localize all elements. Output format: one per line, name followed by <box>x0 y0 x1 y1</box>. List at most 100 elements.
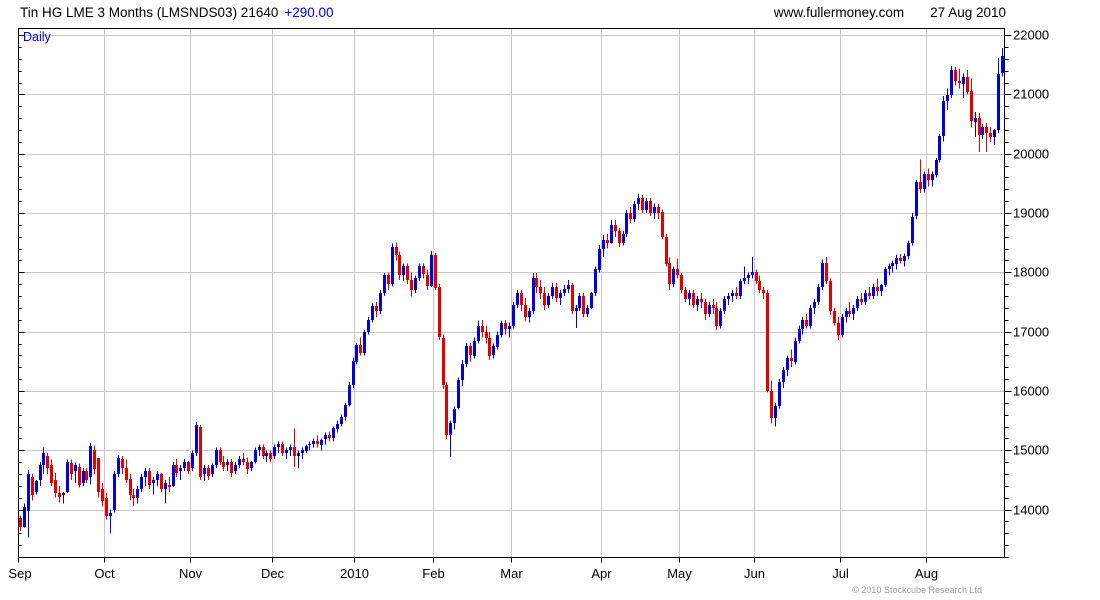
candle <box>715 302 718 330</box>
candle <box>250 460 253 471</box>
candle <box>547 293 550 308</box>
candle <box>657 204 660 219</box>
candle <box>598 245 601 273</box>
candle <box>578 293 581 311</box>
candle <box>289 444 292 457</box>
x-axis-ticks <box>18 557 927 563</box>
candlestick-layer <box>19 48 1004 538</box>
candle <box>199 424 202 480</box>
svg-text:17000: 17000 <box>1013 325 1049 340</box>
candle <box>485 325 488 344</box>
candle <box>332 426 335 442</box>
candle <box>672 266 675 288</box>
candle <box>422 263 425 279</box>
svg-text:15000: 15000 <box>1013 443 1049 458</box>
candle <box>242 453 245 466</box>
candle <box>85 468 88 483</box>
candle <box>226 459 229 471</box>
svg-text:Aug: Aug <box>915 566 938 581</box>
candle <box>328 431 331 442</box>
candle <box>884 267 887 288</box>
candle <box>880 284 883 297</box>
candle <box>809 305 812 329</box>
x-axis-labels: Sep Oct Nov Dec 2010 Feb Mar Apr May Jun Jul Aug <box>8 566 938 581</box>
candle <box>837 316 840 340</box>
candle <box>606 233 609 249</box>
candle <box>614 220 617 237</box>
candle <box>269 450 272 463</box>
candle <box>148 468 151 489</box>
candle <box>383 272 386 297</box>
candle <box>363 329 366 356</box>
candle <box>402 263 405 282</box>
candle <box>942 96 945 142</box>
candle <box>539 280 542 299</box>
candle <box>301 447 304 460</box>
candle <box>903 253 906 267</box>
candle <box>516 290 519 308</box>
candle <box>633 201 636 222</box>
candle <box>434 252 437 291</box>
svg-text:20000: 20000 <box>1013 147 1049 162</box>
candle <box>551 283 554 299</box>
candle <box>774 402 777 427</box>
svg-text:Mar: Mar <box>500 566 523 581</box>
candle <box>273 444 276 460</box>
candle <box>93 445 96 474</box>
candle <box>938 134 941 163</box>
candle <box>473 337 476 359</box>
candle <box>406 263 409 285</box>
candle <box>723 296 726 314</box>
candle <box>293 428 296 467</box>
candle <box>121 456 124 474</box>
candle <box>410 272 413 297</box>
candle <box>684 287 687 302</box>
candle <box>970 78 973 128</box>
candle <box>492 343 495 359</box>
candle <box>453 406 456 430</box>
candle <box>78 463 81 488</box>
y-axis-labels: 14000 15000 16000 17000 18000 19000 20000 21000… <box>1013 28 1049 518</box>
candle <box>704 299 707 320</box>
candle <box>935 157 938 178</box>
candle <box>359 337 362 356</box>
candle <box>136 485 139 504</box>
candle <box>426 269 429 291</box>
candle <box>727 293 730 305</box>
website-text: www.fullermoney.com <box>773 5 905 20</box>
candle <box>790 349 793 368</box>
candle <box>308 441 311 451</box>
candle <box>285 447 288 460</box>
candle <box>594 266 597 297</box>
header-right: www.fullermoney.com 27 Aug 2010 <box>774 5 1006 20</box>
candle <box>168 476 171 492</box>
candle <box>966 70 969 95</box>
candle <box>481 319 484 338</box>
candle <box>535 272 538 294</box>
candle <box>743 266 746 285</box>
candle <box>512 302 515 329</box>
svg-text:Oct: Oct <box>94 566 115 581</box>
svg-text:Feb: Feb <box>422 566 444 581</box>
candle <box>567 280 570 294</box>
candle <box>183 459 186 471</box>
candle <box>712 299 715 314</box>
candle <box>770 380 773 424</box>
candle <box>187 460 190 474</box>
candle <box>54 472 57 498</box>
candle <box>430 251 433 288</box>
candle <box>946 88 949 110</box>
y-axis-ticks <box>18 35 1012 558</box>
candle <box>805 313 808 329</box>
candle <box>978 112 981 152</box>
candle <box>277 441 280 454</box>
candle <box>950 66 953 98</box>
svg-text:18000: 18000 <box>1013 265 1049 280</box>
candle <box>680 272 683 294</box>
candle <box>375 302 378 317</box>
candle <box>457 377 460 410</box>
candle <box>172 462 175 487</box>
candle <box>864 290 867 305</box>
candle <box>132 488 135 506</box>
candle <box>113 471 116 513</box>
